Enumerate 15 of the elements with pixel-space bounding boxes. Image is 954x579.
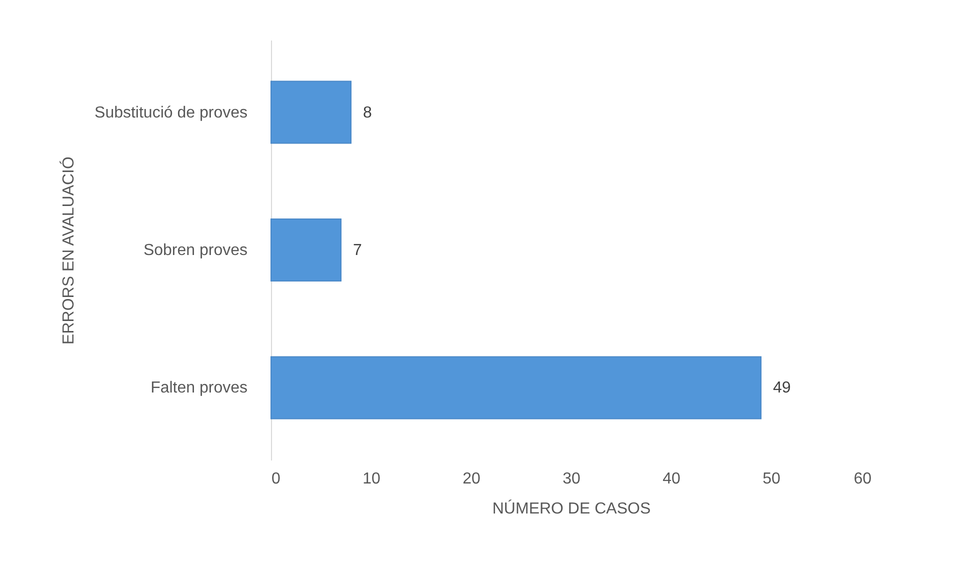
y-tick-label: Sobren proves — [143, 242, 248, 259]
x-tick-label: 60 — [854, 470, 872, 488]
x-tick-label: 40 — [662, 470, 680, 488]
x-tick-label: 50 — [762, 470, 780, 488]
y-tick-label: Falten proves — [150, 380, 248, 397]
x-tick-label: 20 — [462, 470, 480, 488]
x-axis-title: NÚMERO DE CASOS — [492, 500, 651, 518]
x-tick-label: 30 — [562, 470, 580, 488]
data-label: 8 — [363, 104, 372, 122]
x-tick-label: 10 — [362, 470, 380, 488]
data-label: 49 — [773, 380, 791, 397]
y-axis-title: ERRORS EN AVALUACIÓ — [60, 156, 78, 344]
y-tick-label: Substitució de proves — [94, 104, 248, 122]
x-tick-label: 0 — [272, 470, 280, 488]
data-label: 7 — [353, 242, 362, 259]
